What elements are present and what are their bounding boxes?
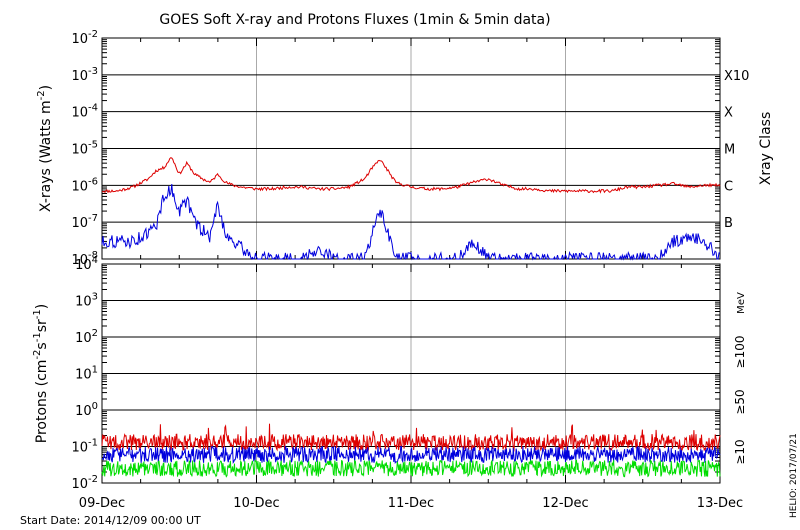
xray-class-axis-title: Xray Class — [758, 112, 774, 186]
xray-class-label: C — [724, 179, 733, 194]
y-tick-label: 103 — [75, 292, 98, 310]
y-tick-label: 10-6 — [71, 176, 98, 194]
xray-class-label: M — [724, 143, 735, 158]
y-tick-label: 10-8 — [71, 250, 98, 268]
helio-stamp: HELIO: 2017/07/21 — [789, 433, 799, 518]
start-date-label: Start Date: 2014/12/09 00:00 UT — [20, 514, 201, 527]
y-tick-label: 102 — [75, 328, 98, 346]
xray-class-label: B — [724, 216, 733, 231]
proton-series — [101, 445, 721, 465]
xray-long-series — [101, 157, 721, 194]
chart-title: GOES Soft X-ray and Protons Fluxes (1min… — [159, 12, 550, 28]
y-tick-label: 10-1 — [71, 438, 98, 456]
x-tick-label: 13-Dec — [697, 496, 743, 511]
proton-series — [101, 423, 721, 452]
x-tick-label: 09-Dec — [79, 496, 125, 511]
y-tick-label: 10-2 — [71, 29, 98, 47]
x-tick-label: 11-Dec — [388, 496, 434, 511]
energy-channel-label: ≥10 — [733, 439, 747, 464]
x-tick-label: 12-Dec — [542, 496, 588, 511]
x-tick-label: 10-Dec — [233, 496, 279, 511]
y-tick-label: 10-4 — [71, 103, 98, 121]
xray-y-axis-title: X-rays (Watts m-2) — [36, 85, 54, 212]
xray-short-series — [101, 184, 720, 261]
proton-series — [101, 458, 721, 478]
mev-unit-label: MeV — [736, 292, 747, 314]
y-tick-label: 100 — [75, 401, 98, 419]
y-tick-label: 101 — [75, 365, 98, 383]
proton-panel: 104 103 102 101 100 10-1 10-2 09-Dec 10-Dec 11-De… — [32, 255, 747, 511]
y-tick-label: 10-2 — [71, 474, 98, 492]
y-tick-label: 10-7 — [71, 213, 98, 231]
y-tick-label: 10-3 — [71, 66, 98, 84]
xray-panel: 10-2 10-3 10-4 10-5 10-6 10-7 10-8 X-rays (Watt… — [36, 29, 774, 268]
y-tick-label: 10-5 — [71, 140, 98, 158]
energy-channel-label: ≥100 — [733, 336, 747, 369]
plot-frame — [101, 37, 721, 260]
xray-class-label: X — [724, 106, 733, 121]
xray-class-label: X10 — [724, 69, 749, 84]
energy-channel-label: ≥50 — [733, 389, 747, 414]
proton-y-axis-title: Protons (cm-2s-1sr-1) — [32, 304, 50, 443]
y-tick-label: 104 — [75, 255, 98, 273]
